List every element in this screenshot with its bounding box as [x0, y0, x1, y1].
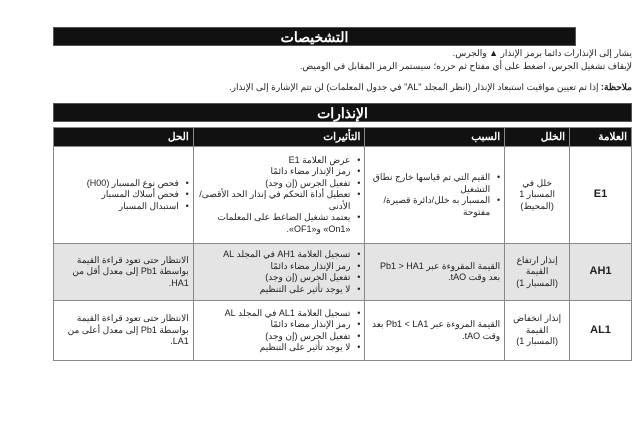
alarms-heading: الإنذارات [53, 103, 632, 122]
diagnostics-heading: التشخيصات [53, 27, 576, 46]
text: والجرس. [452, 48, 487, 58]
list-item: تفعيل الجرس (إن وجد) [198, 178, 361, 190]
alarms-table: العلامة الخلل السبب التأثيرات الحل E1 خل… [53, 127, 632, 361]
note-label: ملاحظة: [601, 82, 632, 92]
list-item: المسبار به خلل/دائرة قصيرة/ مفتوحة [369, 195, 500, 218]
list-item: تفعيل الجرس (إن وجد) [198, 272, 361, 284]
effects: تسجيل العلامة AH1 في المجلد AL رمز الإنذ… [192, 243, 366, 301]
list-item: تعطيل أداة التحكم في إنذار الحد الأقصى/ … [198, 189, 361, 212]
header-fault: الخلل [504, 127, 571, 147]
table-row: E1 خلل في المسبار 1 (المحيط) القيم التي … [53, 146, 632, 244]
fault: إنذار انخفاض القيمة (المسبار 1) [504, 300, 571, 361]
note-text: إذا تم تعيين مواقيت استبعاد الإنذار (انظ… [229, 82, 602, 92]
solution: الانتظار حتى تعود قراءة القيمة بواسطة Pb… [53, 243, 194, 301]
warning-triangle-icon: ▲ [489, 48, 498, 58]
effects: تسجيل العلامة AL1 في المجلد AL رمز الإنذ… [192, 300, 366, 361]
fault: إنذار ارتفاع القيمة (المسبار 1) [504, 243, 571, 301]
list-item: رمز الإنذار مضاء دائمًا [198, 319, 361, 331]
list-item: عرض العلامة E1 [198, 155, 361, 167]
cause: القيمة المقروءة عبر Pb1 > HA1 بعد وقت tA… [364, 243, 506, 301]
list-item: تسجيل العلامة AH1 في المجلد AL [198, 249, 361, 261]
list-item: رمز الإنذار مضاء دائمًا [198, 261, 361, 273]
intro-line-1: يشار إلى الإنذارات دائما برمز الإنذار ▲ … [453, 48, 632, 59]
list-item: فحص نوع المسبار (H00) [58, 178, 189, 190]
list-item: القيم التي تم قياسها خارج نطاق التشغيل [369, 172, 500, 195]
list-item: رمز الإنذار مضاء دائمًا [198, 166, 361, 178]
fault: خلل في المسبار 1 (المحيط) [504, 146, 571, 244]
solution: الانتظار حتى تعود قراءة القيمة بواسطة Pb… [53, 300, 194, 361]
intro-line-2: لإيقاف تشغيل الجرس، اضغط على أي مفتاح ثم… [299, 61, 632, 71]
header-cause: السبب [364, 127, 506, 147]
header-solution: الحل [53, 127, 194, 147]
cause: القيمة المروءة عبر Pb1 < LA1 بعد وقت tAO… [364, 300, 506, 361]
alarm-code: AH1 [569, 243, 632, 301]
header-code: العلامة [569, 127, 632, 147]
solution: فحص نوع المسبار (H00) فحص أسلاك المسبار … [53, 146, 194, 244]
table-header: العلامة الخلل السبب التأثيرات الحل [53, 127, 632, 147]
header-effects: التأثيرات [192, 127, 366, 147]
list-item: فحص أسلاك المسبار [58, 189, 189, 201]
list-item: تسجيل العلامة AL1 في المجلد AL [198, 308, 361, 320]
effects: عرض العلامة E1 رمز الإنذار مضاء دائمًا ت… [192, 146, 366, 244]
list-item: لا يوجد تأثير على التنظيم [198, 342, 361, 354]
alarm-code: AL1 [569, 300, 632, 361]
cause: القيم التي تم قياسها خارج نطاق التشغيلال… [364, 146, 506, 244]
list-item: تفعيل الجرس (إن وجد) [198, 331, 361, 343]
alarm-code: E1 [569, 146, 632, 244]
table-row: AL1 إنذار انخفاض القيمة (المسبار 1) القي… [53, 300, 632, 361]
list-item: لا يوجد تأثير على التنظيم [198, 284, 361, 296]
list-item: استبدال المسبار [58, 201, 189, 213]
list-item: يعتمد تشغيل الضاغط على المعلمات «On1» و«… [198, 212, 361, 235]
note: ملاحظة: إذا تم تعيين مواقيت استبعاد الإن… [229, 82, 632, 93]
text: يشار إلى الإنذارات دائما برمز الإنذار [500, 48, 632, 58]
table-row: AH1 إنذار ارتفاع القيمة (المسبار 1) القي… [53, 243, 632, 301]
